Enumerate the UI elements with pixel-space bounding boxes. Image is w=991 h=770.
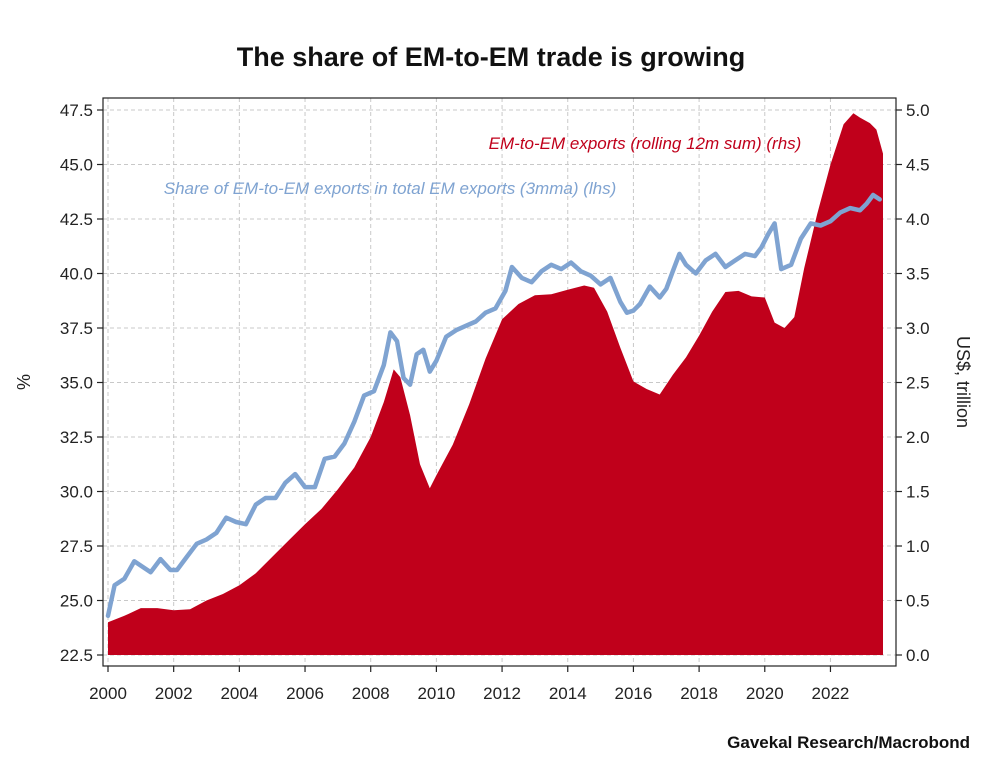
- y-right-tick-label: 3.5: [906, 265, 930, 284]
- x-tick-label: 2006: [286, 684, 324, 703]
- y-left-axis-title: %: [14, 374, 34, 390]
- y-right-tick-label: 1.0: [906, 537, 930, 556]
- y-right-tick-label: 4.5: [906, 156, 930, 175]
- y-left-tick-label: 42.5: [60, 210, 93, 229]
- x-tick-label: 2012: [483, 684, 521, 703]
- y-right-tick-label: 1.5: [906, 483, 930, 502]
- area-series-em-to-em-exports: [108, 113, 883, 656]
- y-left-tick-label: 35.0: [60, 374, 93, 393]
- y-right-tick-label: 5.0: [906, 101, 930, 120]
- line-series-layer: [105, 192, 882, 619]
- y-left-tick-label: 27.5: [60, 537, 93, 556]
- line-series-label: Share of EM-to-EM exports in total EM ex…: [164, 179, 617, 198]
- y-left-tick-label: 22.5: [60, 646, 93, 665]
- x-tick-label: 2010: [417, 684, 455, 703]
- y-right-tick-label: 3.0: [906, 319, 930, 338]
- x-tick-label: 2018: [680, 684, 718, 703]
- source-credit: Gavekal Research/Macrobond: [727, 733, 970, 752]
- y-left-tick-label: 25.0: [60, 592, 93, 611]
- x-tick-label: 2000: [89, 684, 127, 703]
- y-right-tick-label: 4.0: [906, 210, 930, 229]
- line-series-em-share: [105, 192, 882, 619]
- x-tick-label: 2022: [812, 684, 850, 703]
- y-right-tick-label: 0.0: [906, 646, 930, 665]
- y-right-axis-title: US$, trillion: [953, 336, 973, 428]
- x-tick-label: 2020: [746, 684, 784, 703]
- x-tick-label: 2016: [615, 684, 653, 703]
- y-left-tick-label: 30.0: [60, 483, 93, 502]
- x-tick-label: 2002: [155, 684, 193, 703]
- y-left-tick-label: 32.5: [60, 428, 93, 447]
- chart-title: The share of EM-to-EM trade is growing: [237, 42, 746, 72]
- y-right-tick-label: 0.5: [906, 592, 930, 611]
- y-right-tick-label: 2.0: [906, 428, 930, 447]
- x-tick-label: 2014: [549, 684, 587, 703]
- area-series-label: EM-to-EM exports (rolling 12m sum) (rhs): [489, 134, 802, 153]
- x-tick-label: 2008: [352, 684, 390, 703]
- y-left-tick-label: 47.5: [60, 101, 93, 120]
- area-series-layer: [108, 113, 883, 656]
- y-left-tick-label: 45.0: [60, 156, 93, 175]
- axis-ticks: 2000 2002 2004 2006 2008 2010 2012 2014 2016 2018…: [60, 101, 930, 703]
- y-left-tick-label: 40.0: [60, 265, 93, 284]
- y-left-tick-label: 37.5: [60, 319, 93, 338]
- y-right-tick-label: 2.5: [906, 374, 930, 393]
- x-tick-label: 2004: [220, 684, 258, 703]
